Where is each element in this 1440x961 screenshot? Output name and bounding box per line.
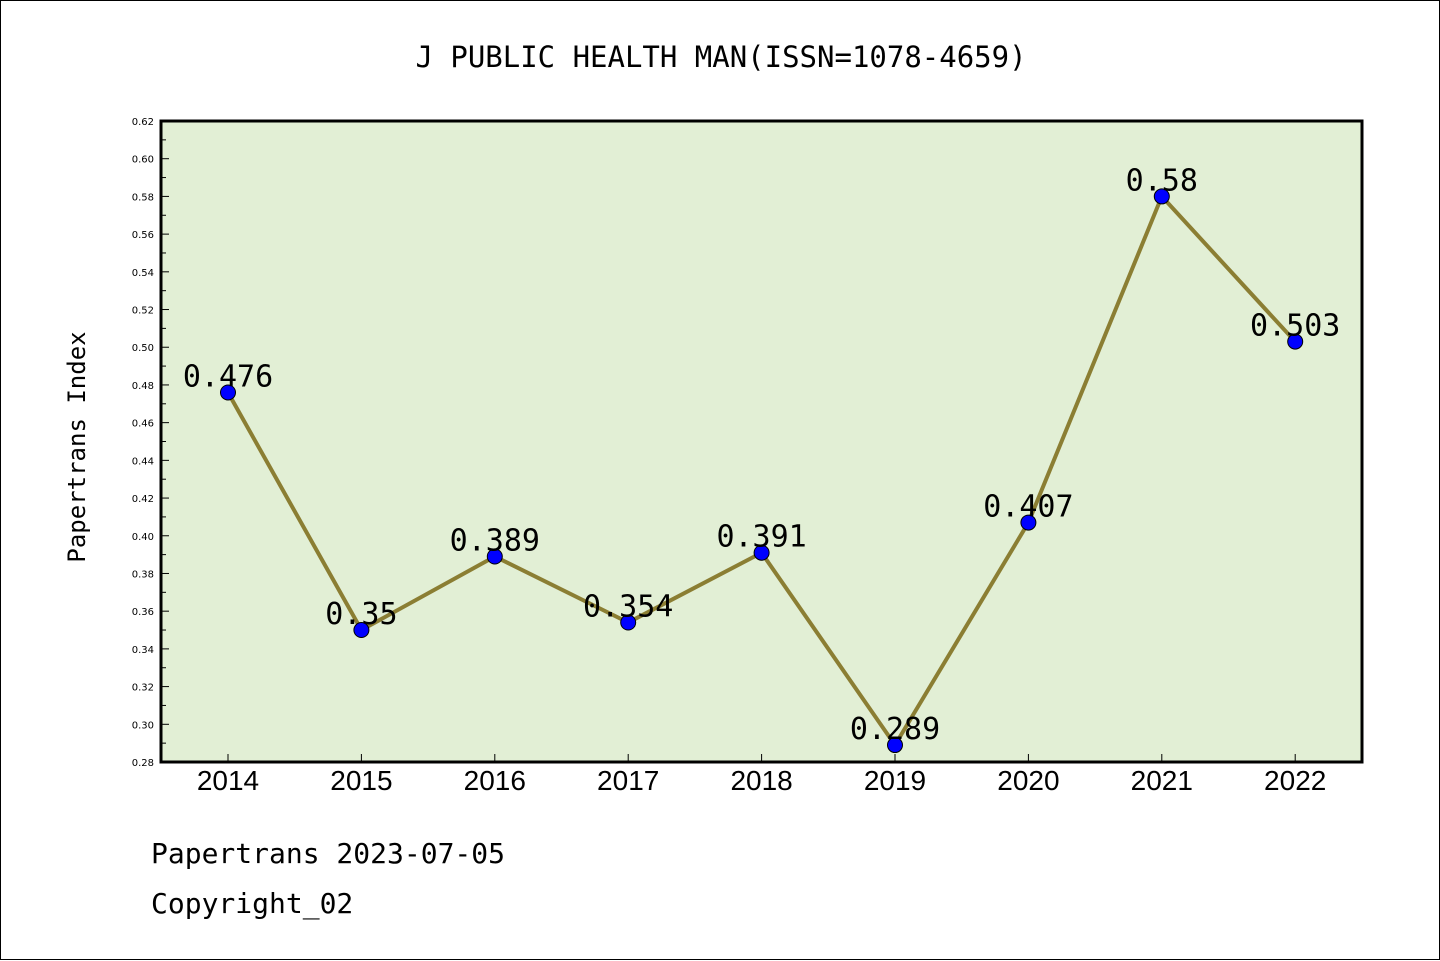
x-tick-label: 2019 <box>864 765 926 796</box>
y-tick-label: 0.36 <box>132 607 154 618</box>
data-point <box>220 384 236 401</box>
y-tick-label: 0.52 <box>132 306 154 317</box>
data-label: 0.503 <box>1250 309 1340 344</box>
y-tick-label: 0.30 <box>132 720 154 731</box>
data-point <box>486 548 503 565</box>
y-tick-label: 0.62 <box>132 117 154 128</box>
data-label: 0.58 <box>1126 163 1198 198</box>
x-tick-label: 2016 <box>464 765 526 796</box>
x-tick-label: 2015 <box>330 765 392 796</box>
x-tick-label: 2020 <box>997 765 1059 796</box>
data-label: 0.354 <box>583 589 673 624</box>
data-point <box>1153 188 1170 205</box>
y-tick-label: 0.48 <box>132 381 154 392</box>
x-tick-label: 2014 <box>197 765 259 796</box>
y-tick-label: 0.44 <box>132 456 154 467</box>
data-label: 0.289 <box>850 712 940 747</box>
x-tick-label: 2018 <box>730 765 792 796</box>
y-axis-label: Papertrans Index <box>63 331 91 562</box>
x-tick-label: 2021 <box>1131 765 1193 796</box>
y-tick-label: 0.34 <box>132 645 154 656</box>
data-label: 0.389 <box>450 524 540 559</box>
data-point <box>887 737 903 754</box>
data-label: 0.476 <box>183 359 273 394</box>
y-tick-label: 0.42 <box>132 494 154 505</box>
data-point <box>753 544 770 561</box>
chart-title: J PUBLIC HEALTH MAN(ISSN=1078-4659) <box>415 40 1026 74</box>
data-label: 0.407 <box>983 490 1073 525</box>
data-point <box>1287 333 1304 350</box>
y-tick-label: 0.46 <box>132 419 154 430</box>
y-tick-label: 0.60 <box>132 155 154 166</box>
data-label: 0.35 <box>325 597 397 632</box>
copyright-text: Copyright_02 <box>151 887 354 920</box>
y-tick-label: 0.50 <box>132 343 154 354</box>
x-tick-label: 2022 <box>1264 765 1326 796</box>
y-tick-label: 0.58 <box>132 192 154 203</box>
plot-area <box>159 119 1364 764</box>
y-tick-label: 0.38 <box>132 569 154 580</box>
y-tick-label: 0.32 <box>132 683 154 694</box>
y-tick-label: 0.56 <box>132 230 154 241</box>
y-tick-label: 0.54 <box>132 268 154 279</box>
source-text: Papertrans 2023-07-05 <box>151 837 506 870</box>
data-point <box>353 622 370 639</box>
y-tick-label: 0.28 <box>132 758 154 769</box>
y-tick-label: 0.40 <box>132 532 154 543</box>
data-point <box>620 614 637 631</box>
data-label: 0.391 <box>716 520 806 555</box>
x-tick-label: 2017 <box>597 765 659 796</box>
data-point <box>1020 514 1037 531</box>
